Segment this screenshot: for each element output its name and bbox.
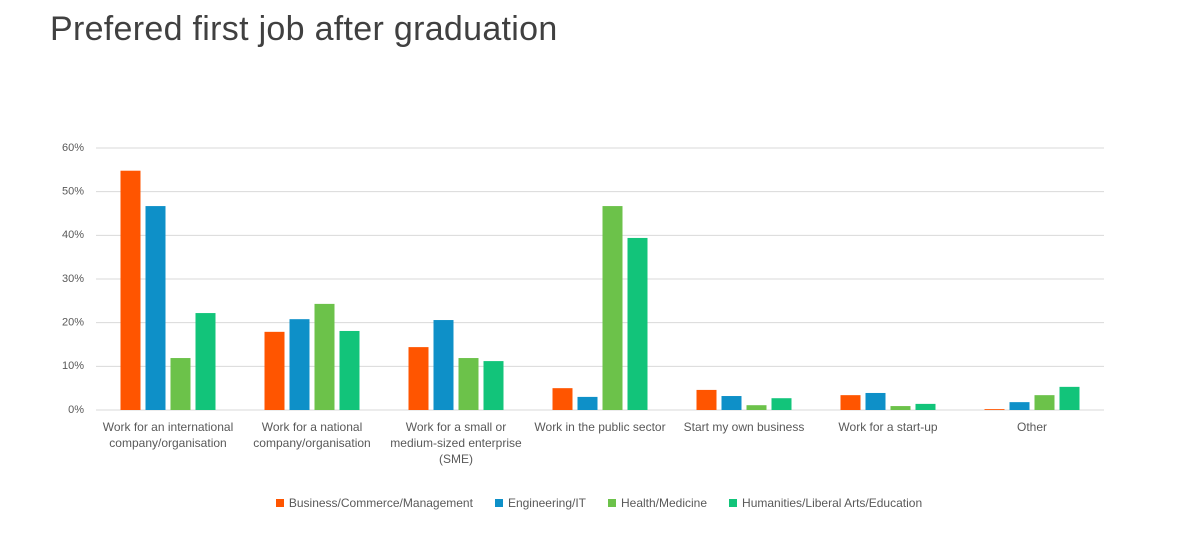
legend-swatch <box>607 499 616 507</box>
bar <box>721 396 742 410</box>
bar <box>170 358 191 410</box>
legend-swatch <box>729 499 738 507</box>
x-tick-label: Work for a start-up <box>838 420 938 434</box>
y-tick-label: 50% <box>62 186 84 198</box>
legend-item: Humanities/Liberal Arts/Education <box>729 496 922 510</box>
bar <box>264 331 285 410</box>
legend: Business/Commerce/Management Engineering/… <box>0 496 1198 510</box>
legend-label: Engineering/IT <box>507 496 586 510</box>
legend-label: Humanities/Liberal Arts/Education <box>742 496 923 510</box>
bar <box>771 398 792 410</box>
x-tick-label: Work for a small or medium-sized enterpr… <box>390 420 522 466</box>
x-tick-label: Work for an international company/organi… <box>102 420 234 450</box>
y-tick-label: 40% <box>62 229 84 241</box>
bar <box>433 320 454 410</box>
bar <box>890 406 911 410</box>
x-tick-label: Work for a national company/organisation <box>253 420 371 450</box>
legend-label: Health/Medicine <box>620 496 708 510</box>
bar <box>145 206 166 410</box>
x-tick-label: Start my own business <box>683 420 805 434</box>
bar <box>552 388 573 410</box>
bar <box>840 395 861 410</box>
legend-item: Engineering/IT <box>494 496 586 510</box>
bar <box>339 330 360 410</box>
legend-item: Business/Commerce/Management <box>275 496 473 510</box>
y-tick-label: 20% <box>62 317 84 329</box>
bar <box>1009 402 1030 410</box>
bar <box>289 319 310 410</box>
y-tick-label: 60% <box>62 142 84 154</box>
bar <box>314 303 335 410</box>
y-tick-label: 0% <box>68 404 84 416</box>
bar <box>984 409 1005 410</box>
bar <box>120 170 141 410</box>
y-tick-label: 30% <box>62 273 84 285</box>
x-tick-label: Work in the public sector <box>534 420 666 434</box>
bar <box>1059 386 1080 410</box>
x-tick-label: Other <box>1016 420 1047 434</box>
bar <box>865 392 886 410</box>
bar <box>577 396 598 410</box>
y-tick-label: 10% <box>62 360 84 372</box>
bar <box>483 361 504 410</box>
bar <box>458 358 479 410</box>
chart-title: Prefered first job after graduation <box>50 10 558 48</box>
bar <box>746 405 767 410</box>
bar <box>915 403 936 410</box>
bar <box>408 347 429 410</box>
bar <box>195 313 216 410</box>
bar <box>696 389 717 410</box>
bar <box>627 237 648 410</box>
bar <box>1034 395 1055 410</box>
legend-swatch <box>275 499 284 507</box>
bar <box>602 206 623 410</box>
legend-swatch <box>494 499 503 507</box>
legend-label: Business/Commerce/Management <box>288 496 473 510</box>
legend-item: Health/Medicine <box>607 496 708 510</box>
